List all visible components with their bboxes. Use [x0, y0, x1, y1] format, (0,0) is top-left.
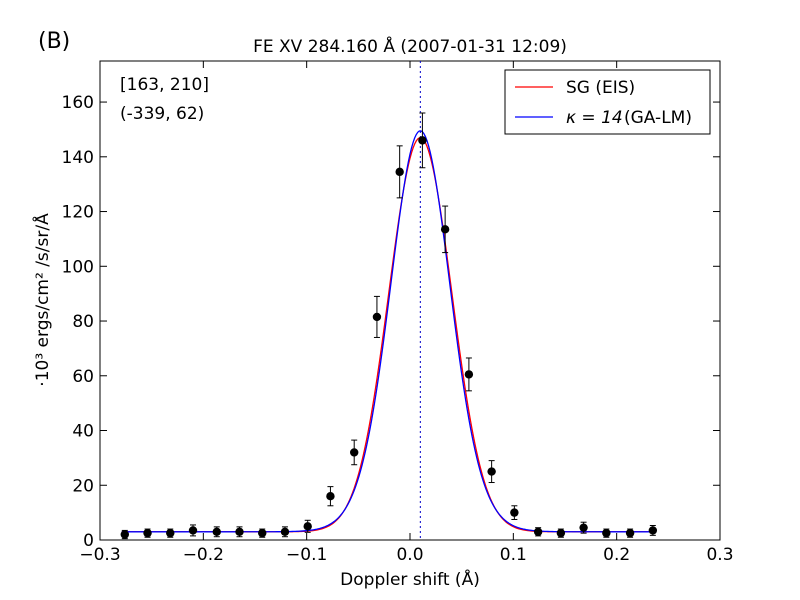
legend-label-kappa: (GA-LM) — [624, 108, 692, 128]
data-point — [464, 357, 474, 392]
data-marker — [533, 527, 543, 536]
legend-label-sg: SG (EIS) — [566, 78, 635, 98]
data-point — [212, 526, 221, 538]
x-tick-label: 0.0 — [396, 545, 423, 565]
x-tick-label: 0.3 — [706, 545, 733, 565]
data-point — [166, 528, 175, 538]
data-point — [395, 145, 404, 199]
data-marker — [120, 530, 129, 539]
legend-box — [504, 69, 711, 135]
y-tick-label: 160 — [62, 93, 94, 113]
y-tick-label: 0 — [83, 531, 94, 551]
data-point — [602, 528, 611, 538]
y-tick-label: 40 — [72, 422, 94, 442]
data-point — [188, 524, 198, 537]
chart-title: FE XV 284.160 Å (2007-01-31 12:09) — [253, 35, 567, 57]
data-marker — [487, 467, 496, 476]
data-marker — [212, 527, 221, 536]
x-tick-label: −0.3 — [79, 545, 120, 565]
y-tick-label: 100 — [62, 257, 94, 277]
y-axis-label: ·10³ ergs/cm² /s/sr/Å — [31, 213, 53, 387]
data-point — [372, 295, 382, 338]
data-marker — [326, 492, 335, 501]
data-marker — [350, 448, 359, 457]
x-axis-label: Doppler shift (Å) — [340, 568, 480, 590]
data-point — [418, 112, 427, 169]
y-tick-label: 60 — [72, 367, 94, 387]
data-point — [440, 205, 450, 254]
data-marker — [188, 526, 198, 535]
y-tick-label: 140 — [62, 148, 94, 168]
series-line-kappa — [121, 130, 657, 533]
data-marker — [143, 528, 152, 538]
y-axis: 0 20 40 60 80 100 120 140 160 — [62, 93, 720, 551]
data-marker — [464, 370, 474, 379]
data-point — [143, 528, 152, 538]
data-marker — [510, 508, 519, 517]
data-point — [625, 528, 635, 538]
data-marker — [648, 526, 658, 535]
arcsec-coord-annotation: (-339, 62) — [120, 104, 204, 124]
x-axis: −0.3 −0.2 −0.1 0.0 0.1 0.2 0.3 — [79, 61, 734, 565]
data-point — [258, 528, 267, 538]
data-marker — [235, 527, 244, 536]
y-tick-label: 120 — [62, 203, 94, 223]
data-marker — [602, 528, 611, 538]
data-point — [326, 486, 335, 507]
x-tick-label: −0.1 — [286, 545, 327, 565]
model-curves — [121, 130, 657, 533]
data-marker — [625, 528, 635, 538]
data-marker — [418, 136, 427, 145]
data-point — [533, 527, 543, 537]
pixel-coord-annotation: [163, 210] — [120, 75, 209, 95]
data-points — [120, 112, 658, 540]
x-tick-label: 0.2 — [603, 545, 630, 565]
data-marker — [372, 312, 382, 322]
y-tick-label: 80 — [72, 312, 94, 332]
data-point — [648, 524, 658, 536]
data-point — [350, 439, 359, 466]
data-point — [510, 505, 519, 520]
data-marker — [280, 527, 290, 536]
data-point — [120, 529, 129, 540]
data-point — [487, 460, 496, 484]
x-tick-label: −0.2 — [183, 545, 224, 565]
series-line-sg — [121, 137, 657, 533]
legend: SG (EIS) κ = 14 (GA-LM) — [504, 69, 711, 135]
data-marker — [395, 167, 404, 177]
data-marker — [440, 225, 450, 234]
data-point — [280, 526, 290, 538]
x-tick-label: 0.1 — [500, 545, 527, 565]
data-point — [579, 521, 588, 534]
y-tick-label: 20 — [72, 476, 94, 496]
data-marker — [579, 523, 588, 532]
data-point — [556, 528, 566, 538]
data-marker — [166, 528, 175, 538]
panel-label: (B) — [38, 29, 70, 54]
data-marker — [556, 528, 566, 538]
legend-math-kappa: κ = 14 — [566, 108, 623, 128]
data-marker — [258, 528, 267, 538]
data-point — [235, 526, 244, 538]
data-marker — [303, 522, 312, 531]
data-point — [303, 519, 312, 533]
